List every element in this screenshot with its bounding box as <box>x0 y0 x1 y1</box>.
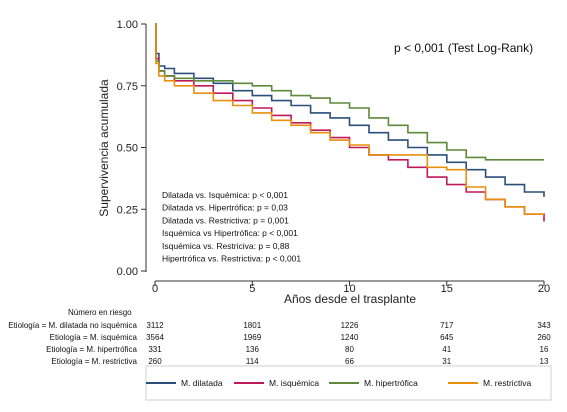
legend-label: M. dilatada <box>181 378 223 388</box>
risk-value: 114 <box>246 357 259 366</box>
curve-m-restrictiva <box>155 23 544 215</box>
risk-value: 3564 <box>146 333 164 342</box>
legend: M. dilatada M. isquémica M. hipertrófica M.… <box>145 365 552 401</box>
comparisons-annotation: Dilatada vs. Isquémica: p < 0,001 Dilatad… <box>162 190 301 264</box>
comparison-line: Isquémica vs. Restriciva: p = 0,88 <box>162 241 290 251</box>
comparison-line: Isquémica vs Hipertrófica: p < 0,001 <box>162 228 298 238</box>
risk-row-label: Etiología = M. restrictiva <box>51 357 137 366</box>
curve-m-dilatada <box>155 23 545 197</box>
x-tick-label: 20 <box>538 283 550 295</box>
risk-value: 1801 <box>243 321 261 330</box>
risk-value: 41 <box>442 345 451 354</box>
risk-row-label: Etiología = M. hipertrófica <box>46 345 137 354</box>
x-tick-label: 5 <box>249 283 255 295</box>
y-tick-label: 0.50 <box>117 143 138 155</box>
x-tick-label: 10 <box>343 283 355 295</box>
legend-label: M. restrictiva <box>483 378 531 388</box>
legend-label: M. isquémica <box>269 378 319 388</box>
risk-value: 80 <box>345 345 354 354</box>
x-tick-label: 0 <box>152 283 158 295</box>
legend-label: M. hipertrófica <box>364 378 418 388</box>
risk-value: 16 <box>540 345 549 354</box>
ticks: 0.00 0.25 0.50 0.75 1.00 0 5 10 15 20 <box>117 19 551 295</box>
risk-value: 260 <box>537 333 551 342</box>
y-tick-label: 0.75 <box>117 81 138 93</box>
risk-value: 331 <box>148 345 162 354</box>
comparison-line: Dilatada vs. Hipertrófica: p = 0,03 <box>162 203 288 213</box>
logrank-annotation: p < 0,001 (Test Log-Rank) <box>394 41 533 55</box>
risk-value: 343 <box>537 321 551 330</box>
comparison-line: Hipertrófica vs. Restrictiva: p < 0,001 <box>162 254 301 264</box>
risk-value: 31 <box>442 357 451 366</box>
risk-table: Número en riesgo Etiología = M. dilatada … <box>8 308 551 366</box>
risk-row-label: Etiología = M. isquémica <box>50 333 138 342</box>
risk-row-label: Etiología = M. dilatada no isquémica <box>8 321 137 330</box>
comparison-line: Dilatada vs. Isquémica: p < 0,001 <box>162 190 288 200</box>
risk-value: 260 <box>148 357 162 366</box>
risk-value: 1226 <box>341 321 359 330</box>
risk-table-title: Número en riesgo <box>68 308 132 317</box>
x-tick-label: 15 <box>441 283 453 295</box>
risk-value: 13 <box>540 357 549 366</box>
y-tick-label: 1.00 <box>117 19 138 31</box>
y-tick-label: 0.25 <box>117 204 138 216</box>
risk-value: 717 <box>440 321 454 330</box>
curve-m-hipertrofica <box>155 23 544 161</box>
curve-m-isquemica <box>155 23 545 222</box>
risk-value: 136 <box>246 345 260 354</box>
risk-value: 3112 <box>146 321 164 330</box>
risk-value: 1240 <box>341 333 359 342</box>
x-axis-title: Años desde el trasplante <box>284 292 416 306</box>
risk-value: 645 <box>440 333 454 342</box>
y-tick-label: 0.00 <box>117 266 138 278</box>
survival-curves <box>155 23 545 222</box>
y-axis-title: Supervivencia acumulada <box>97 79 111 217</box>
risk-value: 1969 <box>243 333 261 342</box>
risk-value: 66 <box>345 357 354 366</box>
comparison-line: Dilatada vs. Restrictiva: p = 0,001 <box>162 215 289 225</box>
